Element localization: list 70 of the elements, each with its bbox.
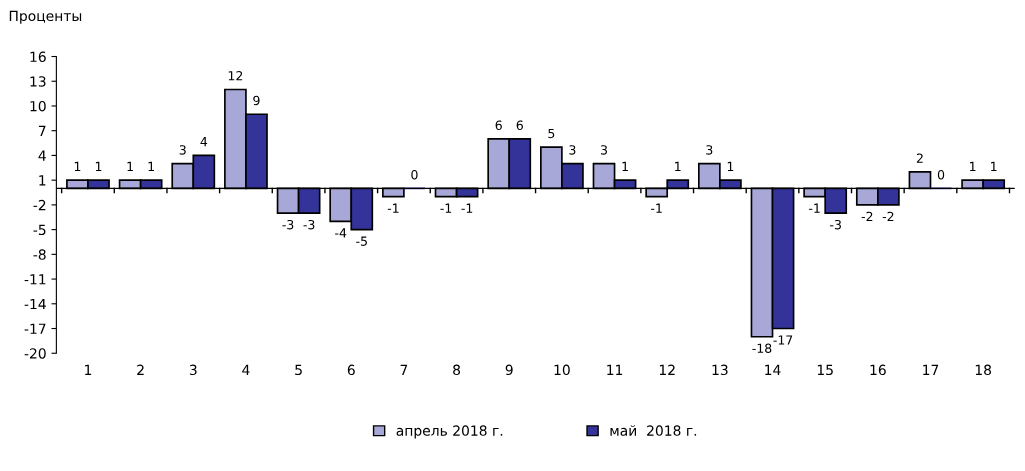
x-tick-label: 16 bbox=[870, 364, 886, 376]
data-label: -1 bbox=[461, 203, 473, 213]
legend-label: апрель 2018 г. bbox=[396, 425, 503, 439]
data-label: 12 bbox=[228, 71, 243, 81]
x-tick-label: 13 bbox=[712, 364, 728, 376]
data-label: 0 bbox=[937, 169, 945, 180]
data-label: -3 bbox=[303, 219, 315, 230]
y-tick-label: -11 bbox=[24, 274, 46, 285]
data-label: -1 bbox=[651, 203, 662, 213]
data-label: 1 bbox=[991, 161, 997, 171]
data-label: 9 bbox=[253, 95, 260, 106]
data-label: 1 bbox=[127, 161, 133, 171]
data-label: -2 bbox=[882, 211, 894, 221]
data-label: -3 bbox=[830, 219, 841, 230]
x-tick-label: 3 bbox=[189, 364, 197, 376]
x-tick-label: 5 bbox=[295, 364, 302, 376]
x-tick-label: 18 bbox=[975, 364, 992, 376]
x-tick-label: 9 bbox=[505, 364, 513, 376]
y-tick-label: -8 bbox=[33, 249, 46, 260]
data-label: 3 bbox=[569, 145, 576, 155]
legend-label: май 2018 г. bbox=[610, 425, 697, 436]
y-tick-label: -20 bbox=[24, 348, 46, 359]
y-axis-title: Проценты bbox=[9, 10, 82, 24]
x-tick-label: 2 bbox=[137, 364, 144, 375]
data-label: -2 bbox=[861, 211, 873, 221]
data-label: -17 bbox=[773, 335, 793, 345]
data-label: 3 bbox=[179, 145, 186, 155]
x-tick-label: 10 bbox=[554, 364, 570, 376]
x-tick-label: 15 bbox=[817, 364, 833, 376]
x-tick-label: 6 bbox=[347, 364, 355, 376]
y-tick-label: -5 bbox=[33, 224, 46, 236]
y-tick-label: 7 bbox=[38, 125, 46, 136]
data-label: -18 bbox=[752, 343, 772, 354]
x-tick-label: 14 bbox=[765, 364, 781, 375]
data-label: -1 bbox=[440, 203, 452, 213]
x-tick-label: 8 bbox=[453, 364, 461, 376]
x-tick-label: 11 bbox=[607, 364, 623, 375]
y-tick-label: -2 bbox=[33, 199, 46, 211]
data-label: -4 bbox=[335, 228, 347, 238]
y-tick-label: 16 bbox=[30, 51, 46, 62]
data-label: 1 bbox=[74, 161, 81, 171]
data-label: -1 bbox=[387, 203, 399, 213]
y-tick-label: -17 bbox=[24, 323, 46, 334]
data-label: 3 bbox=[600, 145, 607, 155]
data-label: 3 bbox=[706, 145, 713, 155]
x-tick-label: 4 bbox=[242, 364, 250, 375]
y-tick-label: 10 bbox=[30, 100, 46, 112]
x-tick-label: 1 bbox=[85, 364, 92, 375]
data-label: 1 bbox=[727, 161, 734, 171]
y-tick-label: -14 bbox=[24, 298, 46, 310]
y-tick-label: 1 bbox=[39, 175, 46, 186]
y-tick-label: 4 bbox=[38, 150, 46, 161]
data-label: -5 bbox=[356, 236, 367, 246]
data-label: 2 bbox=[916, 153, 923, 163]
data-label: 4 bbox=[200, 137, 208, 147]
data-label: 1 bbox=[95, 161, 102, 171]
x-tick-label: 17 bbox=[923, 364, 939, 375]
data-label: 5 bbox=[548, 128, 555, 139]
data-label: 1 bbox=[970, 161, 976, 171]
data-label: 1 bbox=[675, 161, 681, 171]
data-label: 6 bbox=[495, 120, 502, 130]
x-tick-label: 7 bbox=[400, 364, 408, 375]
data-label: -3 bbox=[282, 219, 294, 230]
data-label: 6 bbox=[516, 120, 523, 130]
data-label: 1 bbox=[622, 161, 628, 171]
x-tick-label: 12 bbox=[659, 364, 675, 375]
data-label: 1 bbox=[148, 161, 154, 171]
data-label: -1 bbox=[809, 203, 820, 213]
data-label: 0 bbox=[411, 169, 418, 180]
y-tick-label: 13 bbox=[30, 76, 46, 87]
